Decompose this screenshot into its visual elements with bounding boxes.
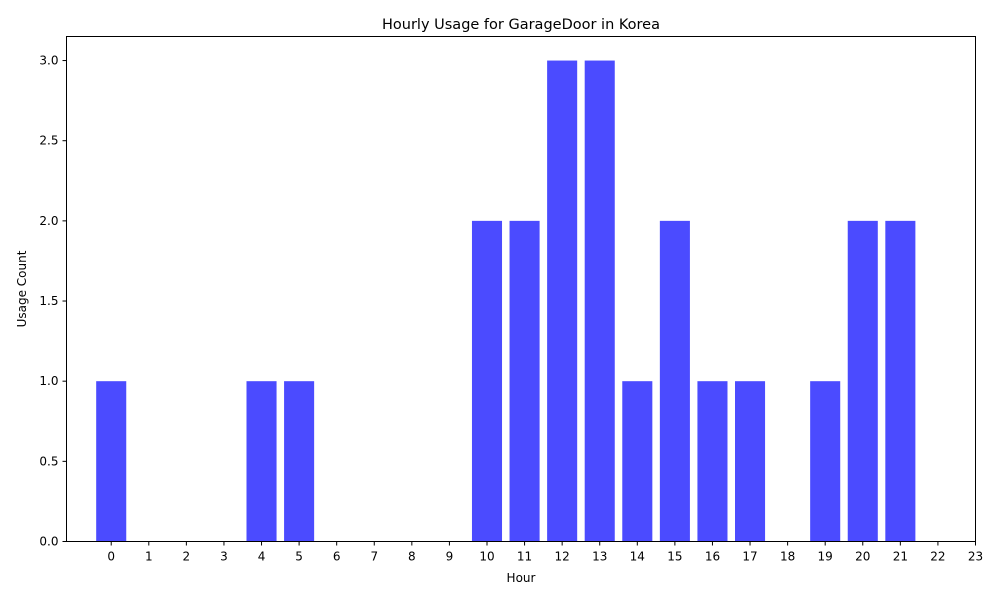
x-tick-label: 23 bbox=[968, 550, 983, 564]
y-tick-label: 0.5 bbox=[39, 454, 58, 468]
bar-hour-0 bbox=[96, 381, 127, 542]
x-tick-label: 21 bbox=[893, 550, 908, 564]
bar-hour-11 bbox=[509, 220, 540, 542]
x-tick-label: 8 bbox=[408, 550, 416, 564]
x-tick-label: 11 bbox=[517, 550, 532, 564]
x-tick-label: 9 bbox=[446, 550, 454, 564]
y-tick-label: 2.0 bbox=[39, 214, 58, 228]
x-axis-label: Hour bbox=[507, 571, 536, 585]
x-tick-label: 7 bbox=[370, 550, 378, 564]
plot-frame bbox=[66, 36, 976, 542]
x-tick-label: 6 bbox=[333, 550, 341, 564]
x-tick-label: 2 bbox=[183, 550, 191, 564]
bar-hour-16 bbox=[697, 381, 728, 542]
bar-hour-15 bbox=[659, 220, 690, 542]
x-tick-label: 16 bbox=[705, 550, 720, 564]
bar-hour-17 bbox=[735, 381, 766, 542]
x-tick-label: 17 bbox=[742, 550, 757, 564]
bar-hour-13 bbox=[584, 60, 615, 542]
bar-hour-19 bbox=[810, 381, 841, 542]
bar-hour-20 bbox=[847, 220, 878, 542]
x-tick-label: 10 bbox=[479, 550, 494, 564]
x-tick-label: 20 bbox=[855, 550, 870, 564]
y-axis-label: Usage Count bbox=[15, 250, 29, 327]
bar-hour-4 bbox=[246, 381, 277, 542]
bar-hour-14 bbox=[622, 381, 653, 542]
x-tick-label: 14 bbox=[630, 550, 645, 564]
x-tick-label: 15 bbox=[667, 550, 682, 564]
y-tick-label: 3.0 bbox=[39, 54, 58, 68]
x-tick-label: 1 bbox=[145, 550, 153, 564]
y-tick-label: 2.5 bbox=[39, 134, 58, 148]
chart-title: Hourly Usage for GarageDoor in Korea bbox=[382, 17, 660, 33]
x-tick-label: 3 bbox=[220, 550, 228, 564]
y-tick-label: 1.5 bbox=[39, 294, 58, 308]
y-axis-ticks: 0.0 0.5 1.0 1.5 2.0 2.5 3.0 bbox=[39, 54, 67, 549]
bar-hour-5 bbox=[284, 381, 315, 542]
x-tick-label: 12 bbox=[555, 550, 570, 564]
bars-group bbox=[96, 60, 916, 542]
bar-hour-10 bbox=[471, 220, 503, 542]
bar-hour-21 bbox=[885, 220, 916, 542]
bar-hour-12 bbox=[547, 60, 578, 542]
x-tick-label: 13 bbox=[592, 550, 607, 564]
x-axis-ticks: 0 1 2 3 4 5 6 7 8 9 10 11 12 13 14 15 16 17 18 19 20 21 22 23 bbox=[107, 541, 983, 564]
y-tick-label: 0.0 bbox=[39, 535, 58, 549]
x-tick-label: 4 bbox=[258, 550, 266, 564]
x-tick-label: 18 bbox=[780, 550, 795, 564]
x-tick-label: 5 bbox=[295, 550, 303, 564]
x-tick-label: 19 bbox=[818, 550, 833, 564]
x-tick-label: 22 bbox=[930, 550, 945, 564]
x-tick-label: 0 bbox=[107, 550, 115, 564]
y-tick-label: 1.0 bbox=[39, 374, 58, 388]
